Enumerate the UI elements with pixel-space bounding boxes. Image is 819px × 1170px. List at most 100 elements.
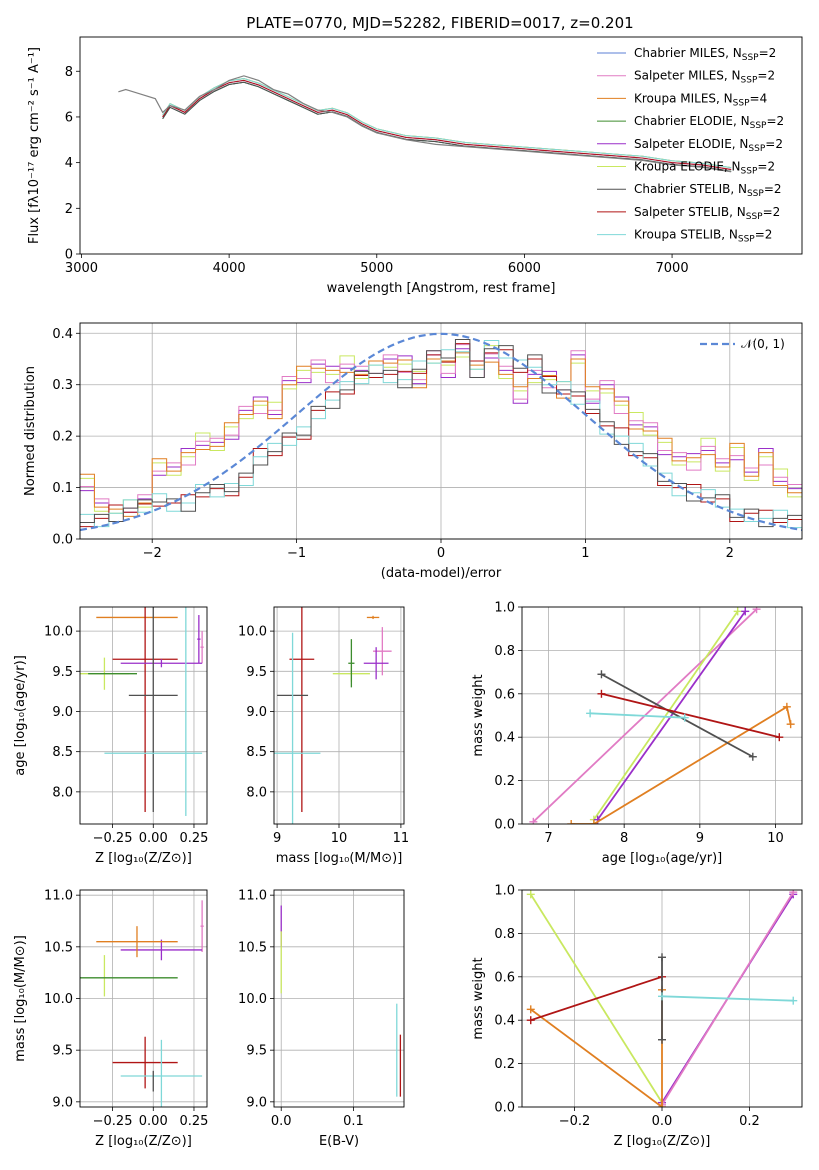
- plot-area: [118, 75, 732, 173]
- y-tick-label: 0.4: [494, 1014, 515, 1029]
- y-tick-label: 9.5: [52, 1044, 73, 1059]
- y-tick-label: 9.5: [246, 1044, 267, 1059]
- panel-mass_vs_EBV: 0.0 0.1 9.0 9.5 10.0 10.5 11.0 E(B-V): [238, 889, 405, 1149]
- y-tick-label: 10.0: [44, 992, 73, 1007]
- plot-area: [80, 607, 204, 816]
- y-tick-label: 0.4: [52, 327, 73, 342]
- weight-line-kroupa_miles: [530, 989, 663, 1107]
- legend-label-salpeter_elodie: Salpeter ELODIE, NSSP=2: [634, 137, 783, 154]
- observed-spectrum: [118, 75, 732, 173]
- x-tick-label: 0.00: [139, 1114, 168, 1129]
- y-tick-label: 1.0: [494, 601, 515, 616]
- x-tick-label: −1: [287, 546, 306, 561]
- axes-frame: [521, 606, 803, 825]
- y-tick-label: 9.0: [246, 1095, 267, 1110]
- weight-line-kroupa_stelib: [590, 712, 685, 719]
- axes-frame: [79, 322, 803, 540]
- y-tick-label: 11.0: [238, 889, 267, 904]
- x-tick-label: 9: [273, 831, 281, 846]
- x-axis-label: E(B-V): [319, 1134, 359, 1149]
- y-axis-label: age [log₁₀(age/yr)]: [13, 655, 28, 776]
- y-tick-label: 11.0: [44, 889, 73, 904]
- legend-label-chabrier_stelib: Chabrier STELIB, NSSP=2: [634, 182, 782, 199]
- y-tick-label: 10.0: [44, 625, 73, 640]
- legend-label-salpeter_stelib: Salpeter STELIB, NSSP=2: [634, 205, 780, 222]
- y-axis-label: Normed distribution: [23, 366, 38, 496]
- plot-area: [526, 890, 798, 1107]
- axes-frame: [79, 36, 803, 255]
- panel-residual_histogram: −2 −1 0 1 2 0.0 0.1 0.2 0.3 0.4 (data-model)/error…: [23, 322, 803, 581]
- panel-age_vs_Z: −0.25 0.00 0.25 8.0 8.5 9.0 9.5 10.0 Z [log₁₀(Z/…: [13, 606, 208, 866]
- x-axis-label: Z [log₁₀(Z/Z⊙)]: [95, 851, 192, 866]
- x-axis-label: (data-model)/error: [381, 566, 502, 581]
- x-tick-label: 0.0: [652, 1114, 673, 1129]
- y-tick-label: 8.0: [246, 785, 267, 800]
- y-axis-label: mass weight: [471, 957, 486, 1039]
- normal-reference-curve: [80, 332, 802, 532]
- y-tick-label: 6: [65, 110, 73, 125]
- weight-line-kroupa_stelib: [661, 995, 794, 1002]
- panel-mass_vs_Z: −0.25 0.00 0.25 9.0 9.5 10.0 10.5 11.0 Z [log₁₀(…: [13, 889, 208, 1149]
- x-tick-label: 0: [437, 546, 445, 561]
- y-tick-label: 8.5: [246, 745, 267, 760]
- legend-label-chabrier_miles: Chabrier MILES, NSSP=2: [634, 46, 776, 63]
- legend-label-salpeter_miles: Salpeter MILES, NSSP=2: [634, 69, 775, 86]
- plot-area: [80, 332, 802, 532]
- y-tick-label: 0.6: [494, 970, 515, 985]
- y-tick-label: 10.5: [238, 940, 267, 955]
- y-tick-label: 8.5: [52, 745, 73, 760]
- plot-area: [274, 607, 392, 824]
- legend-label-normal: 𝒩(0, 1): [741, 337, 785, 351]
- y-tick-label: 0.2: [494, 774, 515, 789]
- x-tick-label: 0.25: [179, 831, 208, 846]
- y-tick-label: 9.0: [52, 1095, 73, 1110]
- y-tick-label: 0.8: [494, 927, 515, 942]
- x-tick-label: −2: [143, 546, 162, 561]
- histogram-series: [80, 338, 802, 528]
- x-tick-label: −0.25: [93, 831, 133, 846]
- x-tick-label: −0.25: [93, 1114, 133, 1129]
- figure-title: PLATE=0770, MJD=52282, FIBERID=0017, z=0…: [246, 14, 633, 32]
- x-tick-label: 1: [581, 546, 589, 561]
- x-tick-label: 2: [726, 546, 734, 561]
- y-tick-label: 4: [65, 156, 73, 171]
- axes-frame: [79, 889, 208, 1108]
- axes-frame: [521, 889, 803, 1108]
- y-tick-label: 10.0: [238, 625, 267, 640]
- x-tick-label: 9: [696, 831, 704, 846]
- plot-area: [80, 900, 204, 1107]
- panel-spectrum: 3000 4000 5000 6000 7000 0 2 4 6 8 wavelength [Ang…: [27, 36, 803, 296]
- x-tick-label: 4000: [213, 261, 246, 276]
- x-axis-label: mass [log₁₀(M/M⊙)]: [276, 851, 403, 866]
- panel-massweight_vs_age: 7 8 9 10 0.0 0.2 0.4 0.6 0.8 1.0 age [log₁₀(age/yr…: [471, 601, 803, 866]
- legend-label-kroupa_miles: Kroupa MILES, NSSP=4: [634, 91, 767, 108]
- axes-frame: [79, 606, 208, 825]
- model-curve-salpeter_stelib: [162, 79, 732, 170]
- y-tick-label: 0.3: [52, 378, 73, 393]
- y-tick-label: 0.0: [494, 818, 515, 833]
- x-tick-label: 0.0: [271, 1114, 292, 1129]
- x-tick-label: 0.25: [179, 1114, 208, 1129]
- y-tick-label: 8.0: [52, 785, 73, 800]
- x-tick-label: 11: [393, 831, 410, 846]
- x-tick-label: 10: [767, 831, 784, 846]
- y-tick-label: 8: [65, 65, 73, 80]
- x-axis-label: wavelength [Angstrom, rest frame]: [327, 281, 556, 296]
- weight-line-kroupa_miles: [571, 705, 792, 824]
- y-tick-label: 2: [65, 202, 73, 217]
- x-axis-label: Z [log₁₀(Z/Z⊙)]: [95, 1134, 192, 1149]
- axes-frame: [273, 606, 405, 825]
- axes-frame: [273, 889, 405, 1108]
- x-tick-label: 0.2: [739, 1114, 760, 1129]
- plot-area: [280, 905, 402, 1097]
- x-tick-label: 8: [620, 831, 628, 846]
- y-axis-label: mass weight: [471, 674, 486, 756]
- plot-area: [529, 607, 795, 824]
- y-tick-label: 0.0: [52, 533, 73, 548]
- y-tick-label: 0.4: [494, 731, 515, 746]
- x-tick-label: 10: [331, 831, 348, 846]
- x-tick-label: 7: [544, 831, 552, 846]
- y-tick-label: 9.5: [246, 665, 267, 680]
- y-tick-label: 0: [65, 248, 73, 263]
